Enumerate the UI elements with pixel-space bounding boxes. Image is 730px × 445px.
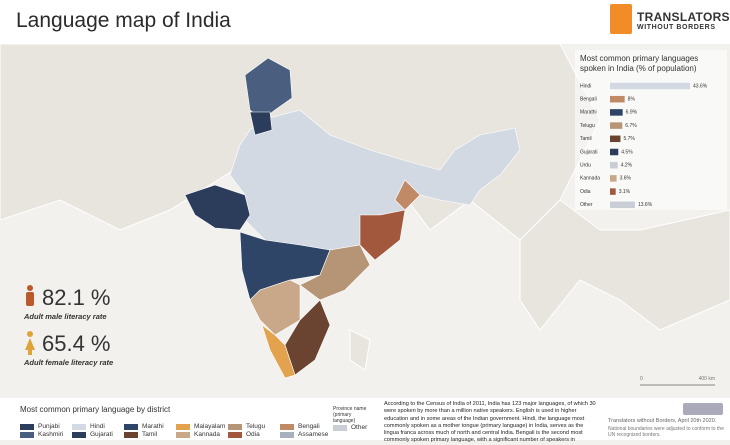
- maharashtra-region: [239, 231, 331, 301]
- legend-label: Tamil: [142, 431, 158, 438]
- legend-label: Malayalam: [194, 423, 226, 430]
- chart-title: Most common primary languages spoken in …: [580, 54, 699, 73]
- legend-swatch: [280, 424, 294, 430]
- legend-label: Telugu: [246, 423, 266, 430]
- female-icon: [25, 331, 35, 355]
- value-label: 4.2%: [621, 163, 633, 169]
- value-label: 5.7%: [623, 136, 635, 142]
- legend-swatch: [72, 424, 86, 430]
- bar: [610, 95, 625, 103]
- bar: [610, 161, 618, 169]
- value-label: 6.9%: [626, 110, 638, 116]
- legend-swatch: [176, 424, 190, 430]
- sri-lanka: [349, 329, 371, 371]
- punjab-region: [249, 111, 273, 136]
- legend-swatch: [124, 424, 138, 430]
- legend-swatch: [228, 432, 242, 438]
- bar: [610, 201, 635, 209]
- bar: [610, 175, 617, 182]
- gujarat-region: [184, 184, 251, 231]
- value-label: 13.6%: [638, 202, 653, 208]
- bar: [610, 148, 619, 156]
- male-icon: [26, 285, 34, 306]
- bar: [610, 188, 616, 195]
- category-label: Gujarati: [580, 149, 598, 155]
- legend-swatch: [72, 432, 86, 438]
- category-label: Bengali: [580, 97, 597, 103]
- legend-swatch: [124, 432, 138, 438]
- value-label: 8%: [628, 97, 636, 103]
- legend-swatch: [176, 432, 190, 438]
- category-label: Kannada: [580, 176, 600, 182]
- bar: [610, 82, 690, 90]
- header: [0, 0, 730, 44]
- stat-value: 65.4 %: [42, 331, 111, 356]
- legend-note: Province name (primary language): [333, 406, 367, 424]
- category-label: Tamil: [580, 136, 592, 142]
- kannada-region: [249, 279, 301, 336]
- legend-swatch: [333, 425, 347, 431]
- legend-swatch: [20, 424, 34, 430]
- footer-credit: Translators without Borders, April 20th …: [608, 418, 717, 424]
- value-label: 43.6%: [693, 83, 708, 89]
- value-label: 4.5%: [621, 149, 633, 155]
- category-label: Other: [580, 202, 593, 208]
- telugu-region: [299, 244, 371, 301]
- category-label: Odia: [580, 189, 591, 195]
- chart-panel: [575, 50, 727, 210]
- category-label: Marathi: [580, 110, 597, 116]
- logo-text: TRANSLATORS: [637, 10, 730, 24]
- footer-note: National boundaries were adjusted to con…: [608, 426, 724, 438]
- neighbour-land: [519, 199, 730, 331]
- legend-label: Marathi: [142, 423, 164, 430]
- stat-caption: Adult male literacy rate: [24, 312, 107, 321]
- legend-label: Kashmiri: [38, 431, 64, 438]
- bar: [610, 135, 621, 143]
- category-label: Telugu: [580, 123, 595, 129]
- page-title: Language map of India: [16, 9, 231, 32]
- logo-icon: [610, 4, 632, 34]
- legend-swatch: [280, 432, 294, 438]
- value-label: 6.7%: [625, 123, 637, 129]
- license-badge: [683, 403, 723, 415]
- value-label: 3.6%: [620, 176, 632, 182]
- bar: [610, 122, 623, 129]
- malayalam-region: [261, 324, 296, 379]
- legend-label: Assamese: [298, 431, 329, 438]
- scale-end: 400 km: [699, 376, 715, 382]
- value-label: 3.1%: [619, 189, 631, 195]
- bar: [610, 109, 623, 116]
- legend-label: Bengali: [298, 423, 320, 430]
- legend-label: Hindi: [90, 423, 105, 430]
- legend-label: Gujarati: [90, 431, 113, 438]
- legend-label: Punjabi: [38, 423, 60, 430]
- legend-label: Other: [351, 424, 368, 431]
- legend-swatch: [228, 424, 242, 430]
- legend-label: Odia: [246, 431, 260, 438]
- stat-caption: Adult female literacy rate: [24, 358, 114, 367]
- scale-start: 0: [640, 376, 643, 382]
- legend-title: Most common primary language by district: [20, 405, 171, 414]
- category-label: Urdu: [580, 163, 591, 169]
- odia-region: [359, 209, 406, 261]
- kashmir-region: [244, 57, 293, 121]
- legend-label: Kannada: [194, 431, 221, 438]
- logo-text: WITHOUT BORDERS: [637, 24, 716, 31]
- legend-swatch: [20, 432, 34, 438]
- stat-value: 82.1 %: [42, 285, 111, 310]
- footer: [0, 398, 730, 440]
- bengali-region: [394, 179, 421, 211]
- category-label: Hindi: [580, 83, 591, 89]
- description: According to the Census of India of 2011…: [384, 401, 596, 444]
